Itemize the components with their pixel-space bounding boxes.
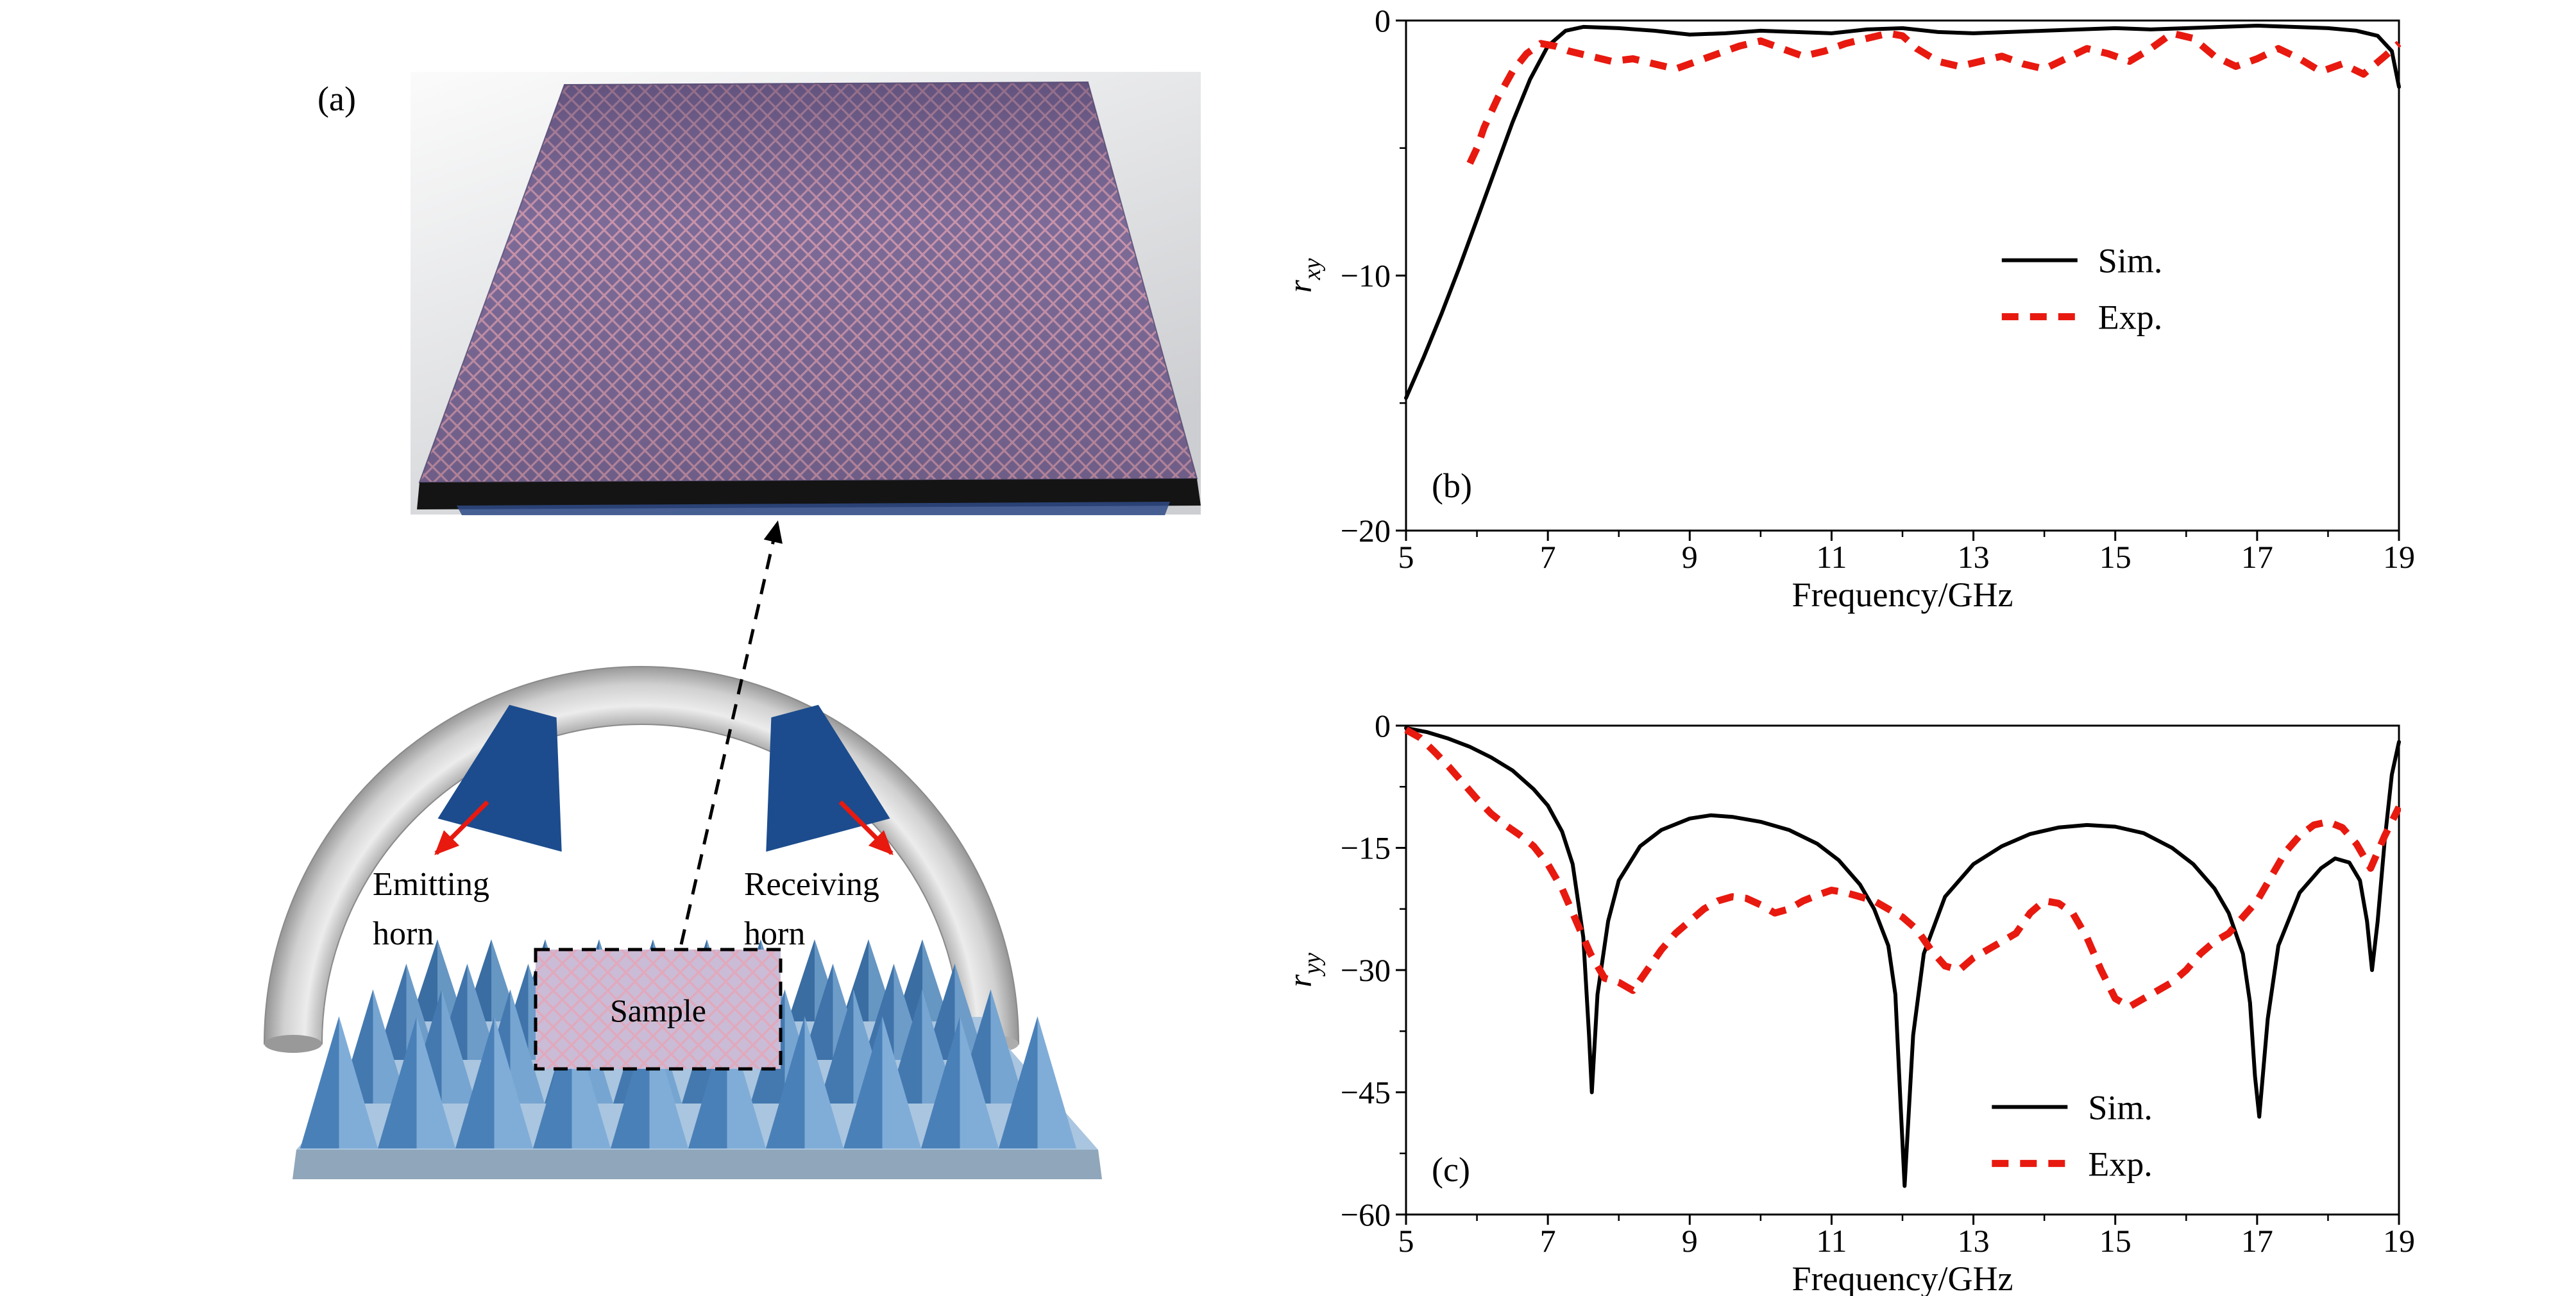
absorber-platform-front <box>292 1150 1102 1179</box>
legend-label-exp: Exp. <box>2098 298 2163 337</box>
pyramid-right-face <box>416 1016 455 1148</box>
legend-label-exp: Exp. <box>2088 1145 2153 1183</box>
sample-connector-arrow <box>679 520 783 945</box>
receiving-horn-label-line2: horn <box>744 916 805 952</box>
panel-label: (b) <box>1432 466 1472 505</box>
series-sim-line <box>1404 726 2401 1188</box>
pyramid-right-face <box>441 989 476 1104</box>
x-tick-label: 5 <box>1398 539 1414 575</box>
pyramid-right-face <box>1037 1016 1076 1148</box>
pyramid-left-face <box>378 1016 417 1148</box>
pyramid-right-face <box>494 1016 533 1148</box>
chart-svg: 5 7 9 11 13 15 17 19 0 −10 −20 Frequency/GHz rxy (b) S… <box>1282 3 2415 614</box>
pyramid-right-face <box>882 1016 921 1148</box>
pyramid-left-face <box>455 1016 495 1148</box>
pyramid-right-face <box>373 989 407 1104</box>
arch-end-cap-left <box>264 1035 322 1053</box>
pyramid-left-face <box>842 939 869 1021</box>
x-tick-label: 17 <box>2241 539 2273 575</box>
y-tick-label: −20 <box>1341 513 1391 549</box>
series-sim-line <box>1404 24 2401 400</box>
y-axis-label: ryy <box>1296 953 1326 987</box>
pyramid-left-face <box>300 1016 339 1148</box>
x-axis-label: Frequency/GHz <box>1792 576 2013 614</box>
pyramid-left-face <box>921 1016 960 1148</box>
reflection-strip <box>457 502 1170 515</box>
receiving-horn-label-line1: Receiving <box>744 866 879 903</box>
board-shadow <box>417 479 1201 509</box>
chart-ryy: 5 7 9 11 13 15 17 19 0 −15 −30 −45 −60 Frequency/GHz r… <box>1282 696 2576 1296</box>
x-tick-label: 15 <box>2099 539 2131 575</box>
x-tick-label: 13 <box>1958 1223 1990 1259</box>
receiving-beam-arrow <box>838 800 894 855</box>
emitting-horn <box>437 704 562 852</box>
series-exp-line <box>1466 30 2401 165</box>
y-tick-label: −10 <box>1341 258 1391 294</box>
y-tick-label: −30 <box>1341 952 1391 988</box>
legend-label-sim: Sim. <box>2098 242 2163 280</box>
y-axis-label: rxy <box>1296 258 1326 293</box>
y-tick-label: −45 <box>1341 1075 1391 1111</box>
emitting-beam-arrow <box>434 800 489 855</box>
x-tick-label: 13 <box>1958 539 1990 575</box>
x-tick-label: 15 <box>2099 1223 2131 1259</box>
pyramid-right-face <box>804 1016 843 1148</box>
pyramid-right-face <box>339 1016 378 1148</box>
y-tick-label: 0 <box>1375 3 1391 38</box>
x-tick-label: 9 <box>1682 1223 1698 1259</box>
pyramid-right-face <box>990 989 1025 1104</box>
pyramid-right-face <box>960 1016 999 1148</box>
pyramid-left-face <box>819 989 854 1104</box>
x-tick-label: 19 <box>2383 1223 2415 1259</box>
legend-label-sim: Sim. <box>2088 1088 2153 1127</box>
emitting-horn-label-line1: Emitting <box>373 866 489 903</box>
x-tick-label: 19 <box>2383 539 2415 575</box>
pyramid-right-face <box>922 939 949 1021</box>
x-tick-label: 7 <box>1540 1223 1556 1259</box>
x-tick-label: 9 <box>1682 539 1698 575</box>
x-axis-label: Frequency/GHz <box>1792 1259 2013 1296</box>
x-tick-label: 11 <box>1816 1223 1847 1259</box>
emitting-horn-label-line2: horn <box>373 916 434 952</box>
pyramid-left-face <box>999 1016 1038 1148</box>
sample-photograph <box>411 72 1201 515</box>
receiving-horn <box>766 704 890 852</box>
panel-a-label: (a) <box>318 80 356 118</box>
series-exp-line <box>1404 726 2401 1010</box>
x-tick-label: 17 <box>2241 1223 2273 1259</box>
board-shading <box>419 82 1197 482</box>
panel-a-illustration: (a) Emitting horn Receiving horn Sample <box>263 72 1201 1179</box>
sample-label: Sample <box>610 993 706 1028</box>
panel-label: (c) <box>1432 1150 1470 1189</box>
pyramid-left-face <box>766 1016 805 1148</box>
pyramid-right-face <box>510 989 545 1104</box>
chart-rxy: 5 7 9 11 13 15 17 19 0 −10 −20 Frequency/GHz rxy (b) S… <box>1282 0 2576 667</box>
x-tick-label: 7 <box>1540 539 1556 575</box>
pyramid-left-face <box>843 1016 883 1148</box>
y-tick-label: −60 <box>1341 1197 1391 1232</box>
x-tick-label: 5 <box>1398 1223 1414 1259</box>
y-tick-label: −15 <box>1341 830 1391 866</box>
sample-region <box>534 948 783 1071</box>
axis-frame <box>1405 19 2400 532</box>
x-tick-label: 11 <box>1816 539 1847 575</box>
y-tick-label: 0 <box>1375 708 1391 744</box>
pyramid-left-face <box>788 939 815 1021</box>
chart-svg: 5 7 9 11 13 15 17 19 0 −15 −30 −45 −60 Frequency/GHz r… <box>1282 708 2415 1296</box>
